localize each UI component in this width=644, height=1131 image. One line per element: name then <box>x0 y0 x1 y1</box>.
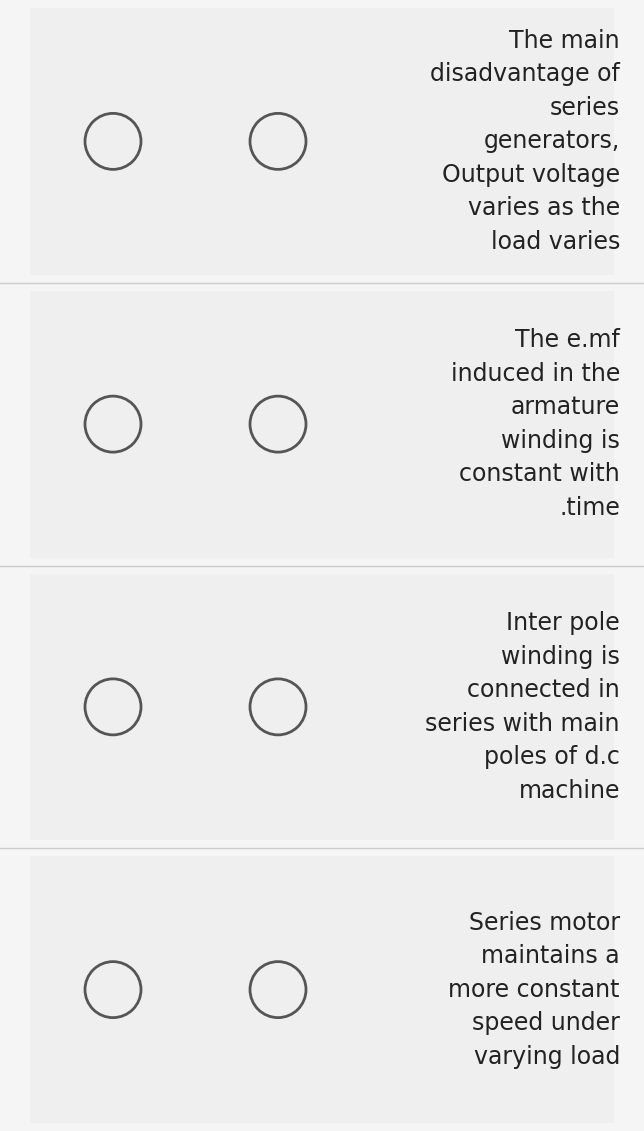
Text: Inter pole
winding is
connected in
series with main
poles of d.c
machine: Inter pole winding is connected in serie… <box>426 611 620 803</box>
FancyBboxPatch shape <box>30 8 614 275</box>
FancyBboxPatch shape <box>30 291 614 558</box>
Text: Series motor
maintains a
more constant
speed under
varying load: Series motor maintains a more constant s… <box>448 910 620 1069</box>
Text: The main
disadvantage of
series
generators,
Output voltage
varies as the
load va: The main disadvantage of series generato… <box>430 29 620 253</box>
FancyBboxPatch shape <box>30 573 614 840</box>
FancyBboxPatch shape <box>30 856 614 1123</box>
Text: The e.mf
induced in the
armature
winding is
constant with
.time: The e.mf induced in the armature winding… <box>451 328 620 520</box>
